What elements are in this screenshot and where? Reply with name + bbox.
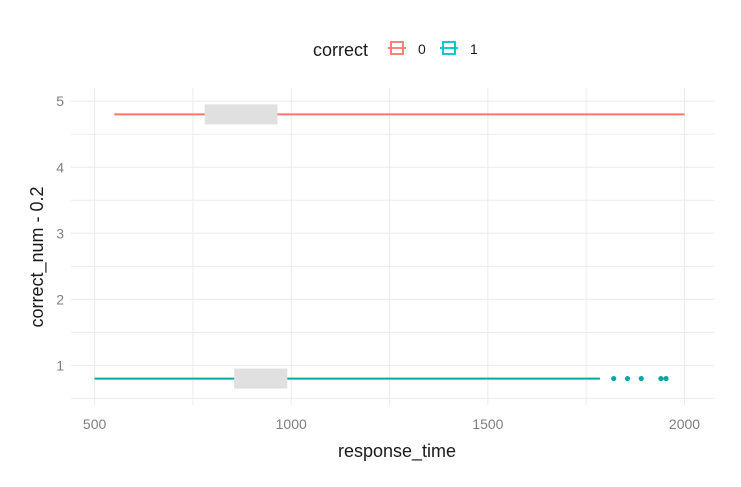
box-1: [234, 368, 288, 389]
box-0: [204, 104, 278, 125]
y-tick-label: 4: [56, 159, 64, 175]
x-tick-label: 1000: [276, 416, 307, 432]
y-tick-label: 1: [56, 357, 64, 373]
outlier-point: [624, 375, 631, 382]
legend-entry-0: 0: [388, 41, 426, 57]
outlier-point: [638, 375, 644, 382]
y-axis-title: correct_num - 0.2: [27, 186, 48, 327]
legend-key-box: [442, 41, 456, 55]
x-tick-label: 500: [83, 416, 107, 432]
outlier-point: [611, 375, 617, 382]
outlier-point: [658, 375, 664, 382]
grid-lines: [71, 88, 714, 405]
x-tick-label: 2000: [669, 416, 700, 432]
legend-label: 0: [418, 41, 426, 57]
chart-marks: [94, 104, 685, 389]
legend-label: 1: [470, 41, 478, 57]
y-tick-label: 3: [56, 225, 64, 241]
outlier-point: [663, 375, 669, 382]
y-tick-label: 5: [56, 93, 64, 109]
x-axis-title: response_time: [338, 441, 456, 462]
tick-labels: 500 1000 1500 2000 1 2 3 4 5: [56, 93, 700, 432]
legend-title: correct: [313, 40, 368, 60]
legend-key-box: [390, 41, 404, 55]
legend-entry-1: 1: [440, 41, 478, 57]
y-tick-label: 2: [56, 291, 64, 307]
x-tick-label: 1500: [472, 416, 503, 432]
